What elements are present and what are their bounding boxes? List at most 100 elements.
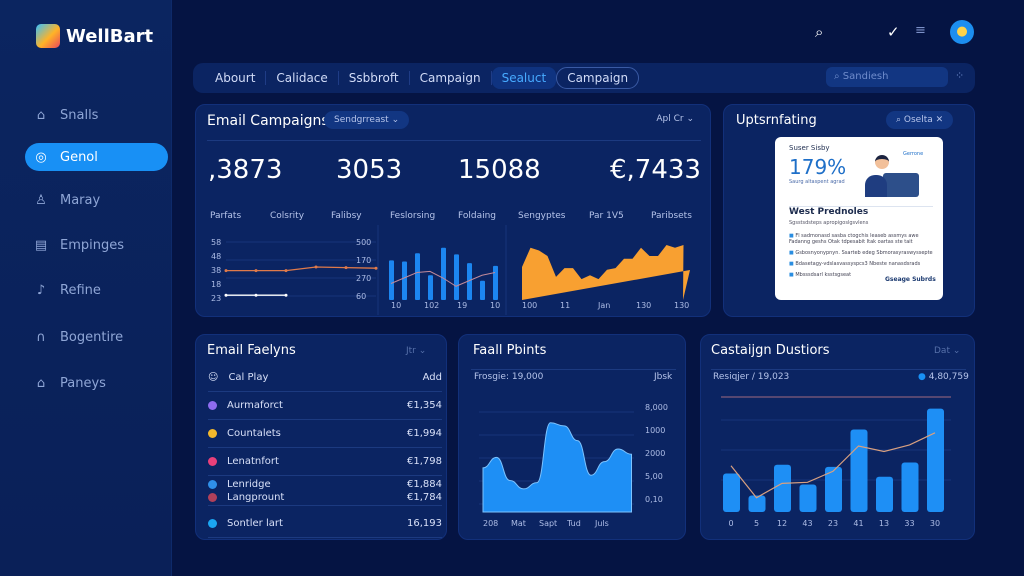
- x-tick-label: 130: [636, 301, 651, 310]
- divider: [711, 369, 966, 370]
- area-chart: 8,000 1000 2000 5,00 0,10 208 Mat Sapt Tud Juls: [479, 403, 668, 528]
- archive-icon: ∩: [36, 329, 46, 345]
- bar-chart: 0 5 12 43 23 41 13 33 30: [721, 396, 951, 528]
- x-tick-label: 11: [560, 301, 570, 310]
- line-series: [226, 266, 377, 272]
- email-campaigns-panel: Email Campaigns Sendgrreast ⌄ Apl Cr ⌄ ,…: [195, 104, 711, 317]
- sidebar-item-maray[interactable]: ♙ Maray: [35, 192, 101, 208]
- card-heading: West Prednoles: [789, 207, 869, 217]
- search-input[interactable]: ⌕ Sandiesh: [826, 67, 948, 87]
- panel-title: Uptsrnfating: [736, 113, 817, 128]
- list-header: ☺ Cal Play Add: [208, 364, 442, 392]
- sidebar-item-bogentire[interactable]: ∩ Bogentire: [25, 323, 168, 351]
- card-subheading: Sgsstsdsteps apropigoslgsvlens: [789, 220, 869, 226]
- chart-label: Sengyptes: [518, 211, 566, 221]
- chart-label: Falibsy: [331, 211, 362, 221]
- card-bullet: ■ Bdasetagy-vdslasvassyspcs3 Nbeste nana…: [789, 261, 921, 267]
- x-tick-label: 33: [904, 519, 914, 528]
- panel-title: Email Campaigns: [207, 113, 329, 129]
- y-tick-label: 5,00: [645, 472, 663, 481]
- panel-title: Castaijgn Dustiors: [711, 343, 830, 358]
- tab-campaign[interactable]: Campaign: [410, 71, 492, 85]
- sidebar-item-empinges[interactable]: ▤ Empinges: [34, 237, 125, 253]
- y-tick-label: 38: [211, 266, 221, 275]
- chart-label: Feslorsing: [390, 211, 436, 221]
- promo-card[interactable]: Suser Sisby 179% Saurg altaspent agrad G…: [775, 137, 943, 300]
- chart-label: Foldaing: [458, 211, 497, 221]
- list-item[interactable]: Countalets €1,994: [208, 420, 442, 448]
- logo[interactable]: WellBart: [36, 24, 153, 48]
- tab-campaign[interactable]: Campaign: [556, 67, 640, 89]
- pen-check-icon[interactable]: ✓: [887, 23, 900, 41]
- period-dropdown[interactable]: Apl Cr ⌄: [656, 114, 694, 124]
- list-item[interactable]: Lenatnfort €1,798: [208, 448, 442, 476]
- search-icon[interactable]: ⌕: [815, 23, 824, 41]
- y-tick-label: 60: [356, 292, 366, 301]
- sidebar-item-genol[interactable]: ◎ Genol: [25, 143, 168, 171]
- sidebar-item-paneys[interactable]: ⌂ Paneys: [25, 369, 168, 397]
- legend-item: ● 4,80,759: [918, 372, 969, 382]
- sidebar: WellBart: [0, 0, 172, 576]
- menu-icon[interactable]: ≡: [915, 23, 926, 38]
- tab-sealuct[interactable]: Sealuct: [491, 67, 557, 89]
- y-tick-label: 48: [211, 252, 221, 261]
- card-bullet: ■ Mbsssdsarl ksstsgseat: [789, 272, 852, 278]
- x-tick-label: 43: [802, 519, 812, 528]
- bar: [402, 261, 407, 300]
- list-dropdown[interactable]: Jtr ⌄: [406, 346, 427, 356]
- data-point: [284, 269, 288, 273]
- upsell-search[interactable]: ⌕ Oselta ✕: [886, 111, 954, 129]
- bar: [441, 247, 446, 300]
- tab-calidace[interactable]: Calidace: [266, 71, 339, 85]
- chart-subtitle: Resiqjer / 19,023: [713, 372, 790, 382]
- card-bullet: ■ Fl sadmonasd sasba ctogchis leaseb ass…: [789, 233, 919, 245]
- bar: [493, 265, 498, 300]
- list-item[interactable]: Langprount €1,784: [208, 490, 442, 506]
- status-dot-icon: [208, 519, 217, 528]
- chart-label: Par 1V5: [589, 211, 624, 221]
- bar: [428, 275, 433, 300]
- x-tick-label: 5: [754, 519, 759, 528]
- x-tick-label: 30: [930, 519, 940, 528]
- list-item[interactable]: Lenridge €1,884: [208, 476, 442, 492]
- data-point: [284, 293, 288, 297]
- card-sub: Saurg altaspent agrad: [789, 179, 845, 185]
- tab-abourt[interactable]: Abourt: [205, 71, 267, 85]
- y-tick-label: 8,000: [645, 403, 668, 412]
- list-item[interactable]: Aurmaforct €1,354: [208, 392, 442, 420]
- bar: [723, 473, 740, 512]
- data-point: [314, 265, 318, 269]
- chart-label: Paribsets: [651, 211, 692, 221]
- kpi-value: ,3873: [208, 155, 283, 185]
- sidebar-item-snalls[interactable]: ⌂ Snalls: [25, 101, 168, 129]
- bar: [774, 464, 791, 512]
- card-bullet: ■ Gsbosnyonypnyn. Ssarteb edeg Sbmorasyr…: [789, 250, 933, 256]
- y-tick-label: 58: [211, 238, 221, 247]
- bar: [901, 462, 919, 512]
- status-dot-icon: [208, 401, 217, 410]
- card-percent: 179%: [789, 155, 847, 179]
- bar: [415, 253, 420, 300]
- list-item[interactable]: Sontler lart 16,193: [208, 510, 442, 538]
- contact-icon: ☺: [208, 372, 219, 383]
- status-dot-icon: [208, 457, 217, 466]
- x-tick-label: 102: [424, 301, 439, 310]
- divider: [471, 369, 676, 370]
- bar: [467, 263, 472, 300]
- x-tick-label: 130: [674, 301, 689, 310]
- legend-dot-icon: ●: [918, 372, 926, 382]
- avatar[interactable]: ●: [950, 20, 974, 44]
- user-icon: ♙: [35, 192, 47, 208]
- mini-charts: 58 48 38 18 23 500 170 270 60 10 102 19 10 100 11 Jan 13…: [211, 225, 690, 315]
- dist-dropdown[interactable]: Dat ⌄: [934, 346, 961, 356]
- chat-icon: ◎: [35, 149, 47, 165]
- x-tick-label: 10: [490, 301, 500, 310]
- chart-subtitle: Frosgie: 19,000: [474, 372, 544, 382]
- area-series: [482, 422, 632, 513]
- sender-dropdown[interactable]: Sendgrreast ⌄: [324, 111, 410, 129]
- filter-icon[interactable]: ⁘: [955, 69, 965, 82]
- tab-ssbbroft[interactable]: Ssbbroft: [339, 71, 410, 85]
- data-point: [254, 269, 258, 273]
- card-cta-link[interactable]: Gseage Subrds: [885, 276, 936, 283]
- sidebar-item-refine[interactable]: ♪ Refine: [25, 276, 168, 304]
